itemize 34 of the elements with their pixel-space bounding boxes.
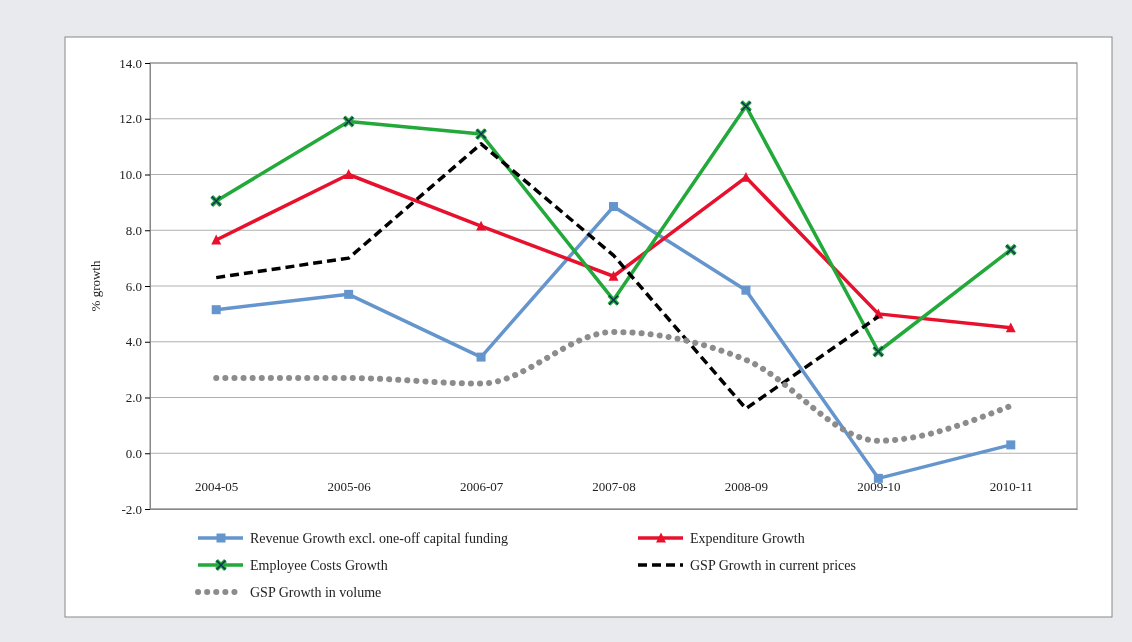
legend-label: GSP Growth in current prices [690,558,856,573]
y-tick-label: 0.0 [125,445,142,461]
point [211,234,222,245]
point [873,473,883,483]
y-tick-label: 6.0 [125,278,142,294]
point [343,169,354,179]
x-tick-label: 2005-06 [327,479,372,495]
point [211,305,221,315]
y-tick-label: 10.0 [119,167,142,183]
x-tick-label: 2004-05 [195,479,239,495]
y-tick-label: -2.0 [121,501,142,517]
x-tick-label: 2006-07 [459,479,504,495]
point [1005,322,1016,333]
y-tick-label: 14.0 [119,55,142,71]
x-tick-label: 2007-08 [592,479,636,495]
y-tick-label: 4.0 [125,334,142,350]
y-tick-label: 12.0 [119,111,142,127]
point [476,352,486,362]
point [476,220,487,231]
x-tick-label: 2010-11 [989,479,1033,495]
point [741,285,751,295]
legend-label: Expenditure Growth [690,531,805,546]
legend-label: Employee Costs Growth [250,558,388,573]
point [608,270,619,281]
x-tick-label: 2008-09 [724,479,769,495]
point [1006,440,1016,450]
x-tick-label: 2009-10 [857,479,901,495]
y-tick-label: 8.0 [125,222,142,238]
y-axis-title: % growth [88,260,103,312]
point [609,202,618,212]
legend-label: GSP Growth in volume [250,585,382,600]
legend-label: Revenue Growth excl. one-off capital funding [250,531,508,546]
point [344,289,354,299]
y-tick-label: 2.0 [125,390,142,406]
